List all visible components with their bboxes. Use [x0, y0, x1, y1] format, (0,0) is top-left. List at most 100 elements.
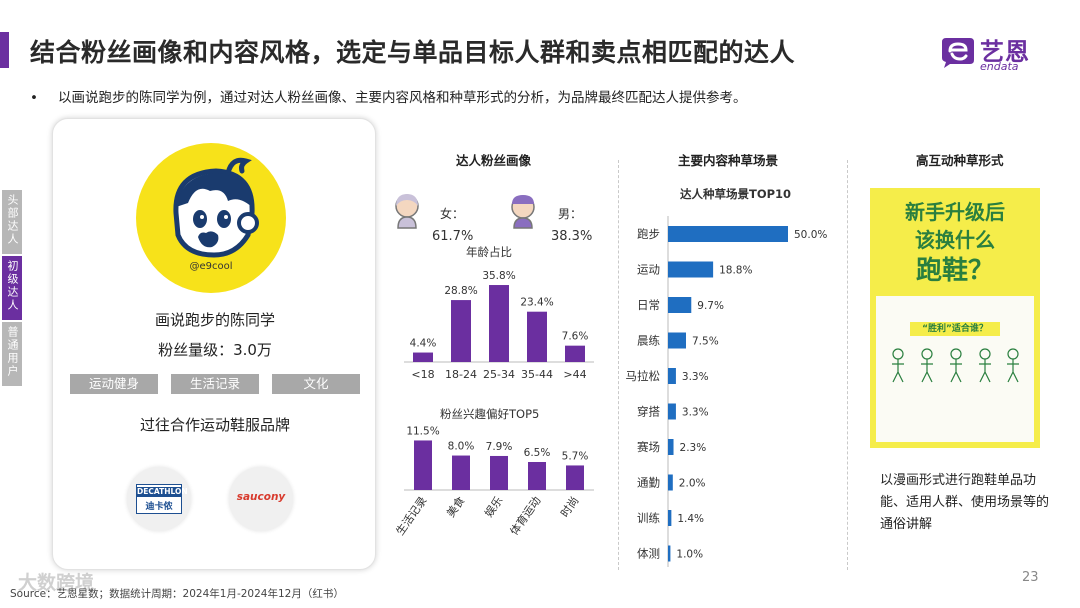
- bar: [452, 455, 470, 490]
- data-label: 11.5%: [406, 425, 439, 437]
- endata-logo: 艺恩 endata: [940, 30, 1052, 76]
- data-label: 35.8%: [482, 270, 515, 282]
- bullet-mark: •: [30, 90, 38, 106]
- bar: [414, 440, 432, 490]
- interaction-title: 高互动种草形式: [916, 153, 1004, 168]
- comic-headline-line1: 新手升级后: [905, 200, 1005, 224]
- tick-label: 体测: [637, 547, 660, 561]
- bar: [489, 285, 509, 362]
- male-avatar-icon: [511, 195, 535, 229]
- bar: [490, 455, 508, 490]
- fans-portrait-title: 达人粉丝画像: [456, 153, 532, 168]
- brands-title: 过往合作运动鞋服品牌: [139, 416, 290, 434]
- tab-top-creators[interactable]: 头部达人: [2, 190, 22, 254]
- data-label: 3.3%: [682, 407, 709, 419]
- bar: [668, 439, 674, 455]
- age-chart-title: 年龄占比: [466, 245, 512, 259]
- intro-bullet: • 以画说跑步的陈同学为例，通过对达人粉丝画像、主要内容风格和种草形式的分析，为品…: [30, 86, 747, 106]
- female-pct: 61.7%: [432, 229, 474, 244]
- data-label: 4.4%: [410, 338, 437, 350]
- tick-label: 运动: [637, 263, 660, 277]
- tick-label: 跑步: [637, 227, 660, 241]
- data-label: 28.8%: [444, 285, 477, 297]
- scene-top10-chart: 跑步 50.0% 运动 18.8% 日常 9.7% 晨练 7.5% 马拉松 3.3% 穿搭 3.3% 赛…: [626, 216, 827, 567]
- interaction-description: 以漫画形式进行跑鞋单品功能、适用人群、使用场景等的通俗讲解: [880, 473, 1050, 532]
- page-title: 结合粉丝画像和内容风格，选定与单品目标人群和卖点相匹配的达人: [30, 38, 796, 67]
- interest-top5-chart: 11.5% 生活记录 8.0% 美食 7.9% 娱乐 6.5% 体育运动 5.7% 时尚: [393, 425, 594, 538]
- avatar-handle: @e9cool: [189, 261, 233, 272]
- comic-pill-label: “胜利”适合谁？: [910, 322, 1000, 336]
- decathlon-logo-box: DECATHLON 迪卡侬: [136, 484, 188, 514]
- tab-regular-users[interactable]: 普通用户: [2, 322, 22, 386]
- decathlon-wordmark: DECATHLON: [137, 487, 188, 497]
- bar: [668, 403, 676, 420]
- tag-lifestyle: 生活记录: [171, 374, 259, 394]
- data-label: 2.0%: [679, 478, 706, 490]
- column-divider: [847, 160, 848, 570]
- data-label: 5.7%: [562, 450, 589, 462]
- tick-label: <18: [411, 368, 434, 381]
- bar: [668, 261, 714, 278]
- data-label: 18.8%: [719, 265, 752, 277]
- bar: [668, 368, 676, 384]
- tab-label: 初级达人: [6, 260, 19, 312]
- tick-label: 娱乐: [481, 494, 505, 520]
- tick-label: 35-44: [521, 368, 553, 381]
- tick-label: 穿搭: [637, 405, 660, 419]
- creator-profile-card: @e9cool 画说跑步的陈同学 粉丝量级：3.0万 运动健身 生活记录 文化 …: [52, 118, 376, 570]
- tick-label: >44: [563, 368, 586, 381]
- tag-culture: 文化: [272, 374, 360, 394]
- tick-label: 日常: [637, 298, 660, 312]
- bar: [413, 352, 433, 362]
- data-label: 1.0%: [676, 549, 703, 561]
- tick-label: 生活记录: [393, 494, 430, 538]
- bar: [668, 510, 672, 526]
- tick-label: 体育运动: [507, 494, 544, 538]
- saucony-wordmark: saucony: [236, 491, 286, 503]
- data-label: 8.0%: [448, 441, 475, 453]
- decathlon-cn: 迪卡侬: [145, 502, 173, 512]
- bar: [566, 465, 584, 490]
- title-accent-bar: [0, 32, 9, 68]
- tick-label: 马拉松: [626, 369, 661, 383]
- creator-tier-tabs: 头部达人 初级达人 普通用户: [2, 190, 22, 388]
- tick-label: 25-34: [483, 368, 515, 381]
- tab-label: 头部达人: [6, 194, 19, 246]
- bar: [668, 297, 692, 313]
- interest-chart-title: 粉丝兴趣偏好TOP5: [440, 407, 540, 421]
- data-label: 7.6%: [562, 331, 589, 343]
- bar: [528, 462, 546, 490]
- source-note: Source：艺恩星数；数据统计周期：2024年1月-2024年12月（红书）: [10, 588, 344, 600]
- tab-junior-creators[interactable]: 初级达人: [2, 256, 22, 320]
- tick-label: 晨练: [637, 334, 660, 348]
- bar: [451, 300, 471, 362]
- tab-label: 普通用户: [6, 326, 19, 378]
- tick-label: 通勤: [637, 476, 660, 490]
- tick-label: 美食: [443, 494, 467, 520]
- comic-panel: “胜利”适合谁？: [876, 296, 1034, 442]
- comic-headline: 新手升级后 该换什么 跑鞋？: [870, 198, 1040, 288]
- bar: [668, 545, 671, 562]
- comic-post-thumbnail[interactable]: 新手升级后 该换什么 跑鞋？ “胜利”适合谁？: [870, 188, 1040, 448]
- brand-decathlon-logo: DECATHLON 迪卡侬: [127, 467, 191, 531]
- bar: [668, 226, 788, 242]
- comic-headline-line3: 跑鞋？: [915, 256, 994, 286]
- creator-avatar: @e9cool: [136, 143, 286, 293]
- female-label: 女：: [440, 207, 465, 221]
- tick-label: 18-24: [445, 368, 477, 381]
- brand-saucony-logo: saucony: [229, 467, 293, 531]
- data-label: 2.3%: [680, 442, 707, 454]
- data-label: 7.5%: [692, 336, 719, 348]
- creator-name: 画说跑步的陈同学: [154, 311, 275, 329]
- bar: [527, 311, 547, 362]
- page-number: 23: [1022, 570, 1039, 585]
- tag-fitness: 运动健身: [70, 374, 158, 394]
- male-pct: 38.3%: [551, 229, 593, 244]
- scene-chart-title: 达人种草场景TOP10: [680, 187, 792, 201]
- data-label: 7.9%: [486, 441, 513, 453]
- column-divider: [618, 160, 619, 570]
- tick-label: 时尚: [557, 494, 581, 520]
- data-label: 1.4%: [677, 513, 704, 525]
- logo-text-en: endata: [980, 60, 1019, 73]
- logo-text-cn: 艺恩: [980, 38, 1030, 66]
